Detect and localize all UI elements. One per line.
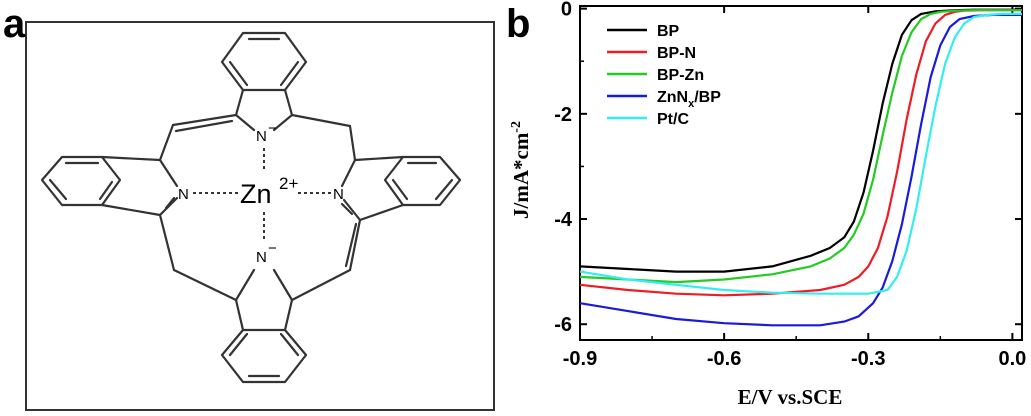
svg-text:J/mA*cm-2: J/mA*cm-2 [509,121,533,219]
legend-entry: ZnNx/BP [657,89,721,110]
atom-n-bottom-charge: − [268,240,277,257]
series-line-znnx-bp [579,13,1022,327]
legend-entry: BP-Zn [657,67,704,84]
chart-axes: -0.9 -0.6 -0.3 0.0 0 -2 -4 -6 [554,0,1026,370]
legend-entry: Pt/C [657,111,689,128]
plot-frame [579,5,1023,341]
x-tick-label: -0.6 [707,348,741,370]
metal-charge: 2+ [279,174,298,193]
y-tick-label: -4 [554,209,573,231]
series-line-pt-c [579,12,1022,295]
atom-n-right: N [333,186,344,203]
atom-n-bottom: N [256,249,267,266]
panel-b-label: b [506,2,530,46]
y-axis-title-exponent: -2 [509,121,524,133]
y-axis-title-group: J/mA*cm-2 [509,121,533,219]
y-tick-label: 0 [561,0,572,21]
chart-series [579,8,1022,327]
x-axis-title: E/V vs.SCE [738,385,843,409]
x-tick-label: -0.9 [563,348,597,370]
y-axis-title: J/mA*cm [509,132,533,219]
atom-n-top-charge: − [268,120,277,137]
panel-a-frame [25,21,495,411]
metal-center: Zn [240,179,272,209]
coordination-bonds [193,148,332,240]
porphyrin-skeleton [40,31,462,384]
panel-a-structure: a [3,2,495,411]
legend-entry: BP-N [657,45,696,62]
x-tick-label: 0.0 [998,348,1026,370]
panel-b-chart: b -0.9 -0.6 -0.3 0.0 0 -2 -4 -6 BP BP-N BP-Zn ZnNx… [506,0,1026,409]
x-tick-label: -0.3 [851,348,885,370]
atom-n-left: N [178,186,189,203]
series-line-bp-zn [579,9,1022,284]
series-line-bp [579,8,1022,273]
panel-a-label: a [3,2,26,46]
legend-entry: BP [657,23,680,40]
y-tick-label: -6 [554,314,572,336]
y-tick-label: -2 [554,104,572,126]
atom-n-top: N [256,128,267,145]
